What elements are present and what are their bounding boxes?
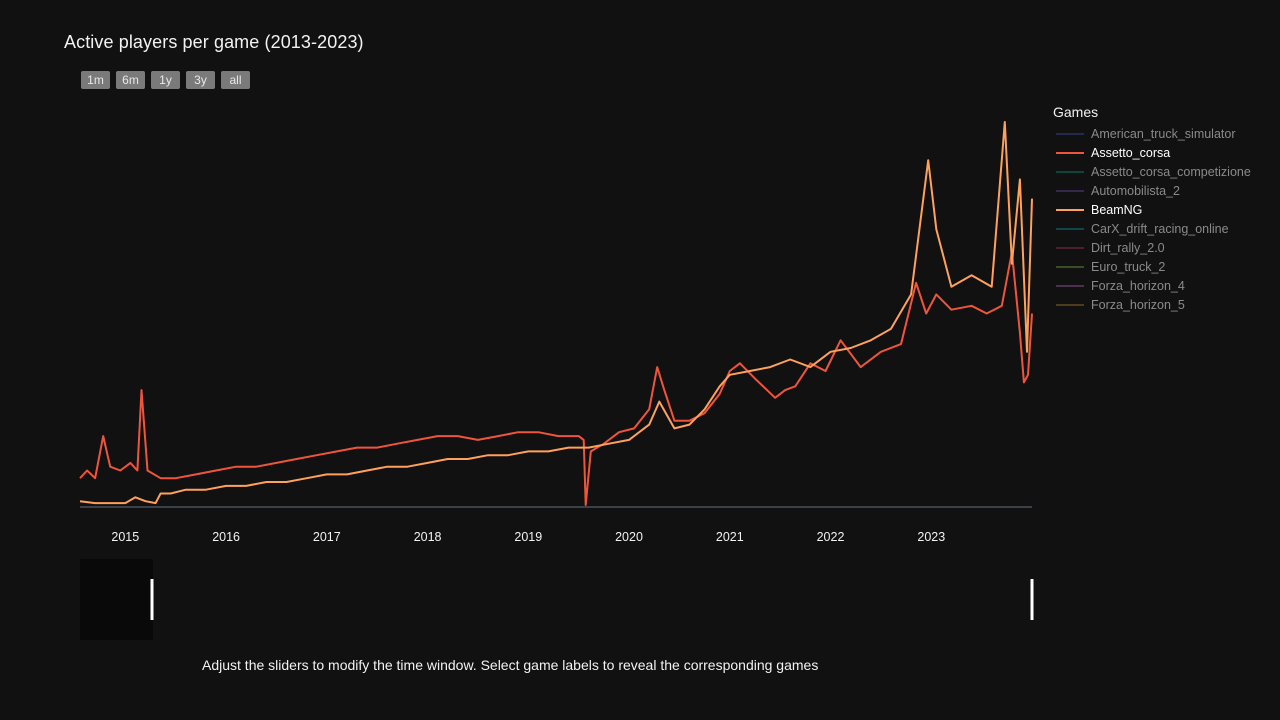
legend-swatch: [1056, 303, 1084, 306]
legend-label: Dirt_rally_2.0: [1091, 240, 1165, 255]
legend-item-euro-truck-2[interactable]: Euro_truck_2: [1053, 257, 1251, 276]
legend-title: Games: [1053, 104, 1099, 120]
range-slider-left-handle[interactable]: [150, 579, 154, 620]
x-tick-label-2021: 2021: [716, 530, 744, 544]
legend-swatch: [1056, 170, 1084, 173]
legend-item-carx-drift-racing-online[interactable]: CarX_drift_racing_online: [1053, 219, 1251, 238]
range-button-6m[interactable]: 6m: [116, 71, 145, 89]
legend-label: American_truck_simulator: [1091, 126, 1236, 141]
legend-label: Assetto_corsa: [1091, 145, 1171, 160]
legend-label: BeamNG: [1091, 202, 1143, 217]
legend-label: Automobilista_2: [1091, 183, 1180, 198]
instructions-caption: Adjust the sliders to modify the time wi…: [202, 657, 819, 673]
series-line-assetto-corsa: [79, 251, 1033, 506]
x-tick-label-2016: 2016: [212, 530, 240, 544]
legend-swatch: [1056, 189, 1084, 192]
range-slider-mask: [80, 559, 153, 640]
legend-swatch: [1056, 208, 1084, 211]
series-line-beamng: [79, 121, 1033, 505]
x-tick-label-2019: 2019: [514, 530, 542, 544]
legend-swatch: [1056, 265, 1084, 268]
legend-swatch: [1056, 246, 1084, 249]
x-tick-label-2017: 2017: [313, 530, 341, 544]
legend-label: Assetto_corsa_competizione: [1091, 164, 1251, 179]
legend-item-forza-horizon-5[interactable]: Forza_horizon_5: [1053, 295, 1251, 314]
legend: Games American_truck_simulator Assetto_co…: [1053, 104, 1251, 314]
range-button-1m[interactable]: 1m: [81, 71, 110, 89]
x-tick-label-2023: 2023: [917, 530, 945, 544]
chart-title: Active players per game (2013-2023): [64, 32, 364, 52]
legend-swatch: [1056, 132, 1084, 135]
legend-label: Forza_horizon_5: [1091, 297, 1185, 312]
x-axis-ticks: 2015 2016 2017 2018 2019 2020 2021 2022 2023: [111, 530, 945, 544]
range-button-3y[interactable]: 3y: [186, 71, 215, 89]
legend-item-dirt-rally-2-0[interactable]: Dirt_rally_2.0: [1053, 238, 1251, 257]
legend-label: CarX_drift_racing_online: [1091, 221, 1229, 236]
range-button-all[interactable]: all: [221, 71, 250, 89]
legend-label: Euro_truck_2: [1091, 259, 1166, 274]
x-tick-label-2020: 2020: [615, 530, 643, 544]
legend-item-assetto-corsa-competizione[interactable]: Assetto_corsa_competizione: [1053, 162, 1251, 181]
legend-label: Forza_horizon_4: [1091, 278, 1185, 293]
legend-item-assetto-corsa[interactable]: Assetto_corsa: [1053, 143, 1251, 162]
legend-swatch: [1056, 151, 1084, 154]
legend-item-automobilista-2[interactable]: Automobilista_2: [1053, 181, 1251, 200]
range-selector: 1m 6m 1y 3y all: [81, 71, 250, 89]
range-slider-right-handle[interactable]: [1030, 579, 1034, 620]
range-button-1y[interactable]: 1y: [151, 71, 180, 89]
x-tick-label-2022: 2022: [817, 530, 845, 544]
legend-item-forza-horizon-4[interactable]: Forza_horizon_4: [1053, 276, 1251, 295]
range-slider[interactable]: [80, 559, 1034, 640]
x-tick-label-2018: 2018: [414, 530, 442, 544]
legend-item-american-truck-simulator[interactable]: American_truck_simulator: [1053, 124, 1251, 143]
legend-swatch: [1056, 284, 1084, 287]
plot-area: [79, 121, 1033, 506]
legend-swatch: [1056, 227, 1084, 230]
x-tick-label-2015: 2015: [111, 530, 139, 544]
legend-item-beamng[interactable]: BeamNG: [1053, 200, 1251, 219]
